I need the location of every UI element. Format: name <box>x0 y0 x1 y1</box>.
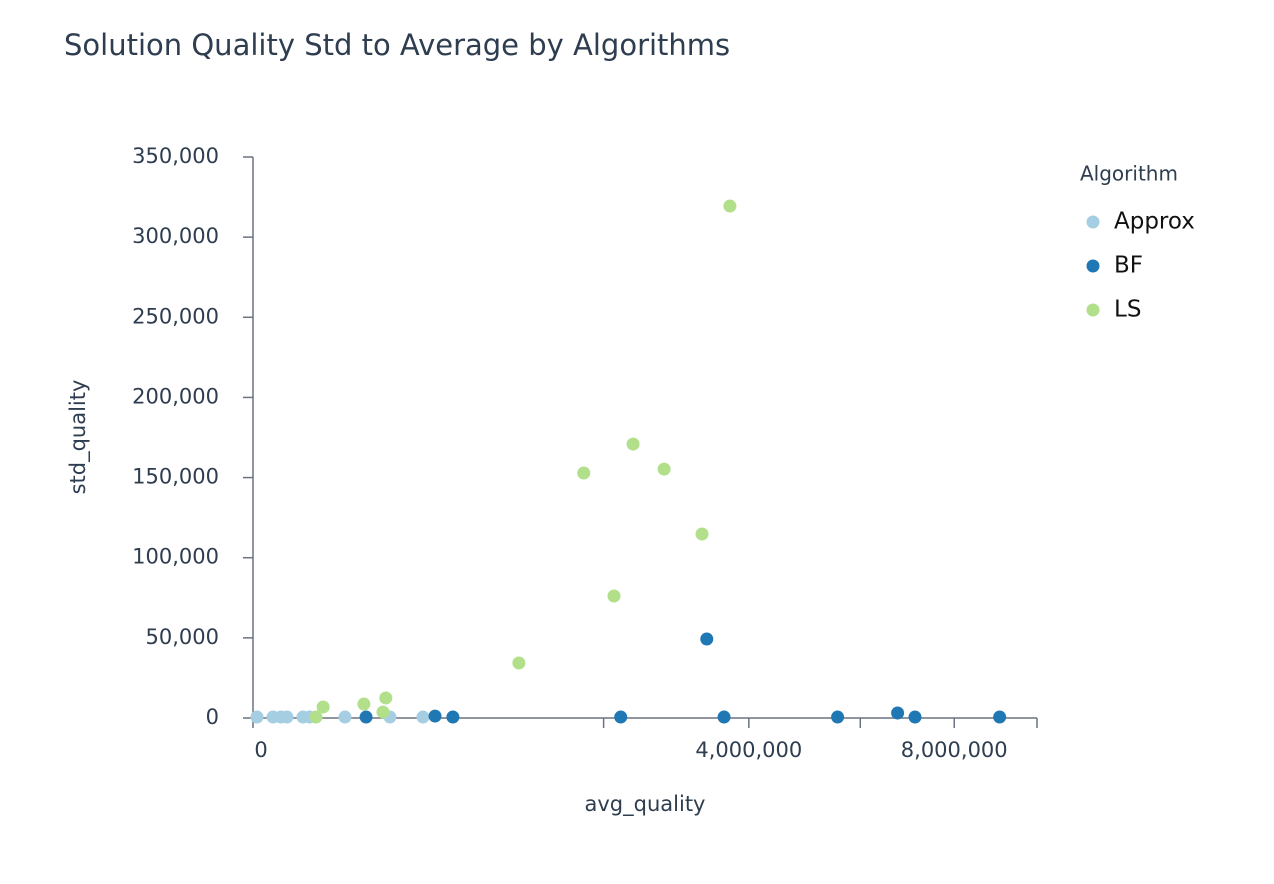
y-tick-label: 150,000 <box>132 465 219 489</box>
point <box>700 632 714 646</box>
point <box>723 199 737 213</box>
chart-title: Solution Quality Std to Average by Algor… <box>64 28 730 62</box>
y-tick-label: 250,000 <box>132 304 219 328</box>
point <box>357 697 371 711</box>
x-tick-label: 8,000,000 <box>901 738 1008 762</box>
point <box>416 710 430 724</box>
y-tick-label: 200,000 <box>132 384 219 408</box>
point <box>309 710 323 724</box>
point <box>280 710 294 724</box>
legend-marker <box>1086 303 1100 317</box>
y-axis-label: std_quality <box>66 380 91 495</box>
point <box>695 527 709 541</box>
point <box>428 709 442 723</box>
point <box>379 691 393 705</box>
point <box>338 710 352 724</box>
point <box>993 710 1007 724</box>
y-tick-label: 50,000 <box>146 625 219 649</box>
point <box>376 705 390 719</box>
point <box>614 710 628 724</box>
point <box>717 710 731 724</box>
y-tick-label: 0 <box>206 705 219 729</box>
point <box>316 700 330 714</box>
x-tick-label: 0 <box>254 738 267 762</box>
legend-marker <box>1086 259 1100 273</box>
point <box>359 710 373 724</box>
point <box>446 710 460 724</box>
legend-label: BF <box>1114 253 1143 279</box>
y-tick-label: 100,000 <box>132 545 219 569</box>
point <box>908 710 922 724</box>
y-tick-label: 300,000 <box>132 224 219 248</box>
point <box>831 710 845 724</box>
point <box>512 656 526 670</box>
x-tick-label: 4,000,000 <box>695 738 802 762</box>
point <box>626 437 640 451</box>
legend-marker <box>1086 215 1100 229</box>
y-tick-label: 350,000 <box>132 144 219 168</box>
legend-label: Approx <box>1114 209 1195 235</box>
point <box>657 462 671 476</box>
legend-label: LS <box>1114 297 1141 323</box>
point <box>607 589 621 603</box>
point <box>250 710 264 724</box>
point <box>577 466 591 480</box>
x-axis-label: avg_quality <box>585 792 706 817</box>
point <box>891 706 905 720</box>
legend-title: Algorithm <box>1080 162 1178 186</box>
